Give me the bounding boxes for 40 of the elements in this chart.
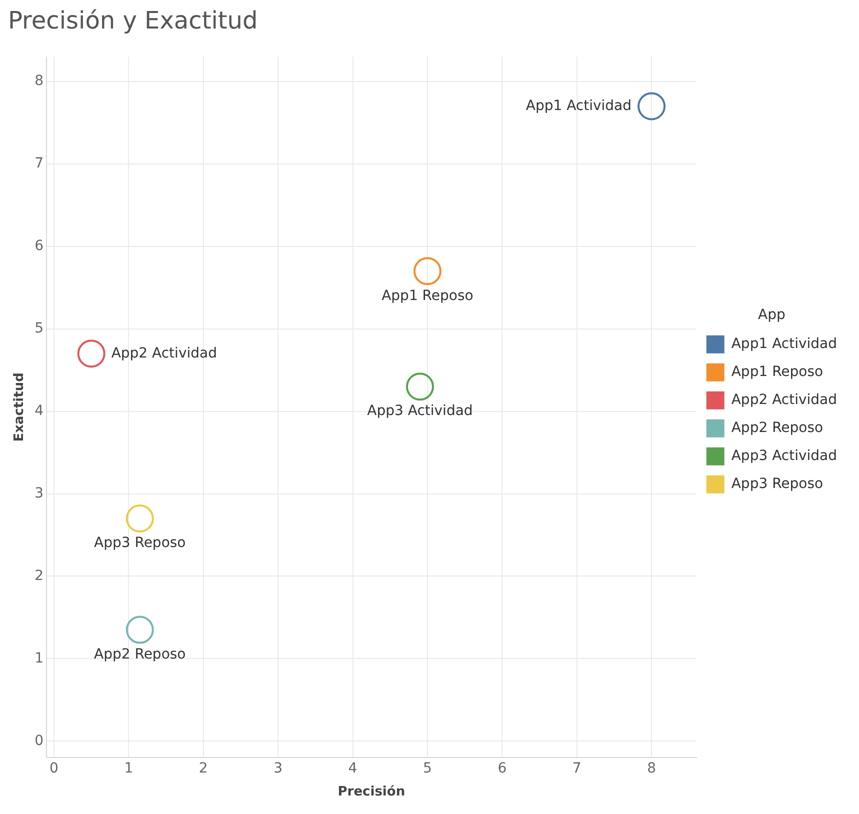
x-tick-label: 4 bbox=[348, 760, 358, 777]
legend-label: App2 Actividad bbox=[731, 392, 838, 408]
point bbox=[638, 92, 666, 120]
text: App1 Actividad bbox=[526, 98, 632, 114]
x-tick-label: 1 bbox=[124, 760, 134, 777]
legend-title: App bbox=[758, 307, 786, 324]
text: App2 Reposo bbox=[94, 646, 186, 662]
legend-label: App1 Reposo bbox=[731, 364, 824, 380]
point bbox=[406, 372, 434, 401]
x-axis-title: Precisión bbox=[338, 784, 406, 800]
point bbox=[126, 504, 154, 533]
point bbox=[126, 616, 154, 644]
y-tick-label: 3 bbox=[34, 485, 44, 502]
point bbox=[413, 257, 442, 286]
text: App1 Reposo bbox=[382, 288, 474, 304]
y-tick-label: 8 bbox=[34, 73, 44, 90]
x-tick-label: 5 bbox=[422, 760, 432, 777]
y-tick-label: 4 bbox=[34, 402, 44, 419]
x-tick-label: 3 bbox=[274, 760, 283, 777]
text: App2 Actividad bbox=[111, 345, 217, 362]
legend-label: App3 Actividad bbox=[731, 448, 838, 464]
point bbox=[77, 340, 106, 368]
x-tick-label: 7 bbox=[572, 760, 582, 777]
y-tick-label: 7 bbox=[34, 156, 44, 172]
x-tick-label: 2 bbox=[198, 760, 208, 777]
text: App3 Actividad bbox=[367, 403, 473, 420]
text: App3 Reposo bbox=[94, 535, 186, 552]
x-tick-label: 0 bbox=[50, 760, 58, 777]
x-tick-label: 8 bbox=[647, 760, 656, 777]
y-tick-label: 5 bbox=[34, 320, 44, 337]
y-axis-title: Exactitud bbox=[12, 372, 28, 442]
y-tick-label: 1 bbox=[34, 650, 44, 666]
y-tick-label: 6 bbox=[34, 238, 44, 254]
legend-label: App2 Reposo bbox=[731, 420, 824, 436]
y-tick-label: 2 bbox=[34, 568, 44, 584]
x-tick-label: 6 bbox=[498, 760, 507, 777]
legend-label: App3 Reposo bbox=[731, 476, 824, 492]
y-tick-label: 0 bbox=[34, 732, 44, 749]
chart-title: Precisión y Exactitud bbox=[8, 6, 258, 35]
legend-label: App1 Actividad bbox=[731, 336, 838, 352]
